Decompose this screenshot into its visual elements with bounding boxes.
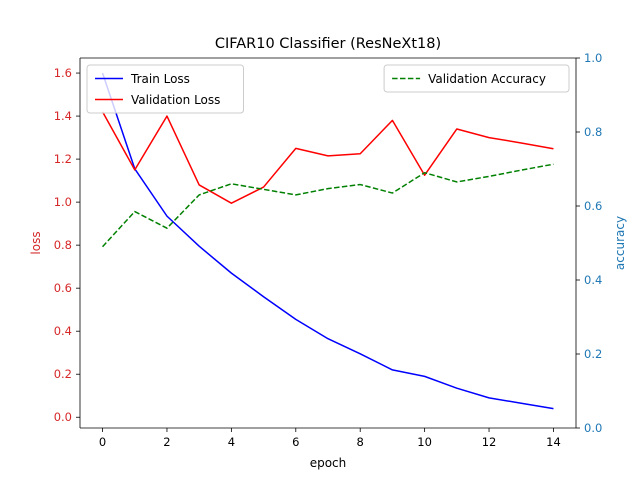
axes-layer: 0 2 4 6 8 10 12 14 0.0 0.2 0.4 0.6 0.8 1.0 1.2 1.4 1.6 0.… (54, 51, 603, 449)
y-axis-label-left: loss (29, 231, 43, 254)
y-axis-label-right: accuracy (613, 216, 627, 270)
legend-label: Train Loss (130, 72, 190, 86)
legend-layer: Train Loss Validation Loss Validation Accu… (86, 64, 570, 114)
legend-box (86, 64, 244, 114)
legend-box (383, 64, 570, 93)
y-right-tick-label: 0.4 (584, 273, 602, 287)
y-right-tick-label: 1.0 (584, 51, 602, 65)
y-left-tick-label: 1.2 (54, 152, 72, 166)
y-left-tick-label: 1.4 (54, 109, 72, 123)
series-line-train-loss (101, 72, 554, 410)
y-left-tick-label: 0.4 (54, 324, 72, 338)
legend-label: Validation Accuracy (428, 72, 546, 86)
y-left-tick-label: 0.6 (54, 281, 72, 295)
x-axis-label: epoch (310, 456, 347, 470)
x-tick-label: 14 (546, 435, 561, 449)
y-right-tick-label: 0.8 (584, 125, 602, 139)
x-tick-label: 10 (417, 435, 432, 449)
series-layer (101, 72, 554, 410)
x-tick-label: 0 (99, 435, 106, 449)
series-line-validation-loss (101, 111, 554, 204)
y-right-tick-label: 0.2 (584, 347, 602, 361)
series-line-validation-accuracy (101, 163, 554, 248)
chart-title: CIFAR10 Classifier (ResNeXt18) (215, 36, 441, 52)
x-tick-label: 6 (292, 435, 299, 449)
y-left-tick-label: 1.0 (54, 195, 72, 209)
x-tick-label: 12 (482, 435, 497, 449)
x-tick-label: 8 (357, 435, 364, 449)
x-tick-label: 4 (228, 435, 235, 449)
y-left-tick-label: 0.0 (54, 410, 72, 424)
y-left-tick-label: 0.8 (54, 238, 72, 252)
x-tick-label: 2 (163, 435, 170, 449)
y-right-tick-label: 0.6 (584, 199, 602, 213)
y-right-tick-label: 0.0 (584, 421, 602, 435)
y-left-tick-label: 0.2 (54, 367, 72, 381)
y-left-tick-label: 1.6 (54, 66, 72, 80)
legend-label: Validation Loss (131, 93, 220, 107)
